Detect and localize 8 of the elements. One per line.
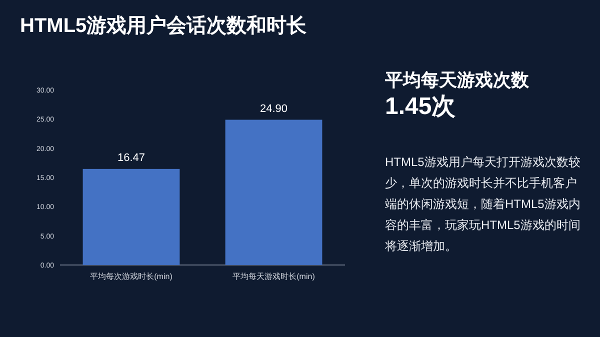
text: 1.45次 bbox=[385, 92, 457, 122]
data-label: 16.47 bbox=[117, 152, 146, 164]
x-tick-label: 平均每次游戏时长(min) bbox=[90, 272, 173, 281]
chart-title: HTML5游戏用户会话次数和时长 bbox=[20, 14, 308, 37]
x-tick-label: 平均每天游戏时长(min) bbox=[232, 272, 316, 281]
text: 平均每天游戏次数 bbox=[385, 69, 530, 92]
data-label: 24.90 bbox=[260, 102, 288, 115]
text: HTML5游戏用户每天打开游戏次数较少，单次的游戏时长并不比手机客户端的休闲游戏短，随着HTML5游戏内容的丰富，玩家玩HTML5游戏的时间将逐渐增加。 bbox=[385, 154, 582, 255]
